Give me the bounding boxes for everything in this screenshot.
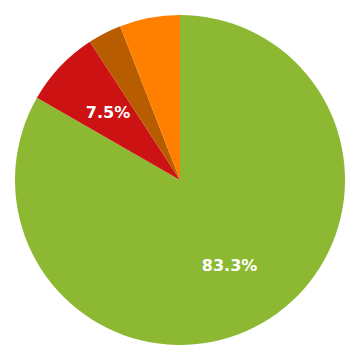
chart: 83.3% 7.5% bbox=[0, 0, 360, 360]
slice bbox=[120, 15, 180, 180]
pie: 83.3% 7.5% bbox=[15, 15, 345, 345]
slice bbox=[15, 15, 345, 345]
data-labels: 83.3% 7.5% bbox=[86, 103, 257, 276]
data-label: 7.5% bbox=[86, 103, 130, 122]
slices bbox=[15, 15, 345, 345]
data-label: 83.3% bbox=[202, 256, 258, 275]
